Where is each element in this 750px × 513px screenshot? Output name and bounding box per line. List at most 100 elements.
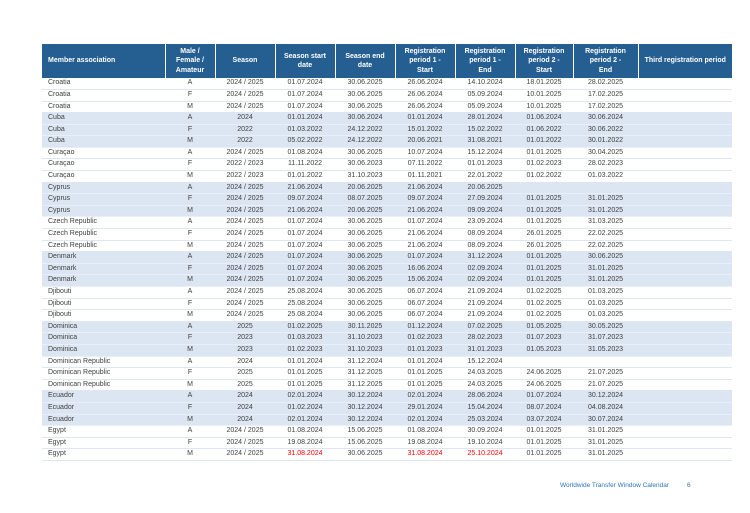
cell-third: [638, 193, 732, 206]
table-row: Denmark M 2024 / 2025 01.07.2024 30.06.2025 1…: [42, 274, 732, 287]
cell-association: Cyprus: [42, 193, 165, 206]
cell-season-start: 25.08.2024: [275, 298, 335, 311]
cell-season-end: 30.11.2025: [335, 321, 395, 334]
cell-season: 2024 / 2025: [215, 147, 275, 160]
cell-season-end: 30.06.2025: [335, 228, 395, 241]
cell-third: [638, 286, 732, 299]
cell-r1-end: 15.02.2022: [455, 124, 515, 137]
cell-season-end: 30.12.2024: [335, 414, 395, 427]
table-row: Czech Republic A 2024 / 2025 01.07.2024 30.0…: [42, 216, 732, 230]
cell-r2-start: 01.06.2022: [515, 124, 573, 137]
cell-season: 2024 / 2025: [215, 78, 275, 90]
cell-season-end: 30.06.2025: [335, 286, 395, 299]
cell-r2-start: 01.01.2025: [515, 251, 573, 264]
cell-r1-end: 15.04.2024: [455, 402, 515, 415]
cell-association: Djibouti: [42, 286, 165, 299]
cell-season-start: 19.08.2024: [275, 437, 335, 450]
cell-season-end: 30.12.2024: [335, 390, 395, 403]
cell-r1-end: 15.12.2024: [455, 147, 515, 160]
cell-third: [638, 367, 732, 380]
cell-season: 2024 / 2025: [215, 448, 275, 461]
cell-r2-end: 01.03.2025: [573, 286, 638, 299]
cell-third: [638, 147, 732, 160]
cell-r1-end: 31.08.2021: [455, 135, 515, 148]
cell-season: 2024 / 2025: [215, 101, 275, 114]
cell-third: [638, 124, 732, 137]
cell-r1-end: 21.09.2024: [455, 309, 515, 322]
cell-third: [638, 251, 732, 264]
cell-association: Egypt: [42, 425, 165, 438]
cell-season-start: 01.07.2024: [275, 263, 335, 276]
cell-r1-start: 16.06.2024: [395, 263, 455, 276]
cell-r1-start: 01.01.2025: [395, 367, 455, 380]
cell-association: Dominica: [42, 332, 165, 345]
cell-season-end: 30.06.2025: [335, 101, 395, 114]
cell-season-end: 30.06.2025: [335, 147, 395, 160]
cell-season-end: 30.06.2025: [335, 263, 395, 276]
cell-season-end: 24.12.2022: [335, 135, 395, 148]
cell-season-end: 30.06.2025: [335, 448, 395, 461]
cell-season-end: 31.12.2024: [335, 356, 395, 369]
cell-r1-end: 15.12.2024: [455, 356, 515, 369]
cell-season-end: 31.10.2023: [335, 332, 395, 345]
cell-season: 2022 / 2023: [215, 158, 275, 172]
cell-category: A: [165, 147, 215, 160]
cell-third: [638, 78, 732, 90]
cell-category: F: [165, 402, 215, 415]
cell-season-start: 01.02.2025: [275, 321, 335, 334]
cell-r2-end: 01.03.2022: [573, 170, 638, 183]
cell-r1-start: 21.06.2024: [395, 240, 455, 253]
cell-association: Dominica: [42, 321, 165, 334]
cell-r1-start: 21.06.2024: [395, 182, 455, 195]
cell-r2-end: 31.01.2025: [573, 425, 638, 438]
cell-association: Ecuador: [42, 414, 165, 427]
column-header-season-start-date: Season start date: [275, 44, 336, 79]
cell-season-start: 01.03.2022: [275, 124, 335, 137]
cell-third: [638, 240, 732, 253]
table-row: Egypt F 2024 / 2025 19.08.2024 15.06.2025 19.…: [42, 437, 732, 450]
cell-r2-start: 01.07.2024: [515, 390, 573, 403]
cell-r2-start: 01.01.2025: [515, 147, 573, 160]
cell-third: [638, 263, 732, 276]
cell-r2-start: [515, 182, 573, 195]
cell-r1-start: 29.01.2024: [395, 402, 455, 415]
cell-season-end: 08.07.2025: [335, 193, 395, 206]
table-row: Cyprus F 2024 / 2025 09.07.2024 08.07.2025 09…: [42, 193, 732, 206]
cell-r1-end: 31.01.2023: [455, 344, 515, 357]
cell-r2-end: 30.06.2025: [573, 251, 638, 264]
cell-category: A: [165, 251, 215, 264]
cell-season-start: 21.06.2024: [275, 182, 335, 195]
cell-r2-start: 01.06.2024: [515, 112, 573, 125]
cell-category: F: [165, 124, 215, 137]
cell-association: Croatia: [42, 101, 165, 114]
table-row: Cuba A 2024 01.01.2024 30.06.2024 01.01.2024 2…: [42, 112, 732, 125]
table-row: Cyprus A 2024 / 2025 21.06.2024 20.06.2025 21…: [42, 182, 732, 195]
cell-r2-start: 10.01.2025: [515, 89, 573, 102]
cell-r1-start: 06.07.2024: [395, 298, 455, 311]
cell-season: 2025: [215, 367, 275, 380]
cell-r1-start: 26.06.2024: [395, 101, 455, 114]
cell-r2-start: 01.02.2022: [515, 170, 573, 183]
cell-season-start: 01.07.2024: [275, 101, 335, 114]
cell-third: [638, 170, 732, 183]
cell-association: Czech Republic: [42, 228, 165, 241]
table-row: Curaçao A 2024 / 2025 01.08.2024 30.06.2025 1…: [42, 147, 732, 160]
cell-r2-start: 01.01.2025: [515, 193, 573, 206]
cell-season: 2025: [215, 379, 275, 392]
cell-r2-start: 01.07.2023: [515, 332, 573, 345]
cell-season-start: 01.01.2024: [275, 112, 335, 125]
cell-association: Croatia: [42, 78, 165, 90]
table-row: Czech Republic M 2024 / 2025 01.07.2024 30.0…: [42, 240, 732, 253]
cell-r1-start: 19.08.2024: [395, 437, 455, 450]
cell-season-end: 15.06.2025: [335, 437, 395, 450]
column-header-registration-period-2-end: Registration period 2 - End: [573, 44, 639, 79]
cell-association: Denmark: [42, 274, 165, 287]
cell-category: F: [165, 298, 215, 311]
cell-r1-start: 01.11.2021: [395, 170, 455, 183]
cell-season-end: 30.06.2025: [335, 309, 395, 322]
table-row: Ecuador A 2024 02.01.2024 30.12.2024 02.01.20…: [42, 390, 732, 403]
cell-r2-end: [573, 182, 638, 195]
cell-season-end: 31.10.2023: [335, 344, 395, 357]
cell-r1-end: 22.01.2022: [455, 170, 515, 183]
